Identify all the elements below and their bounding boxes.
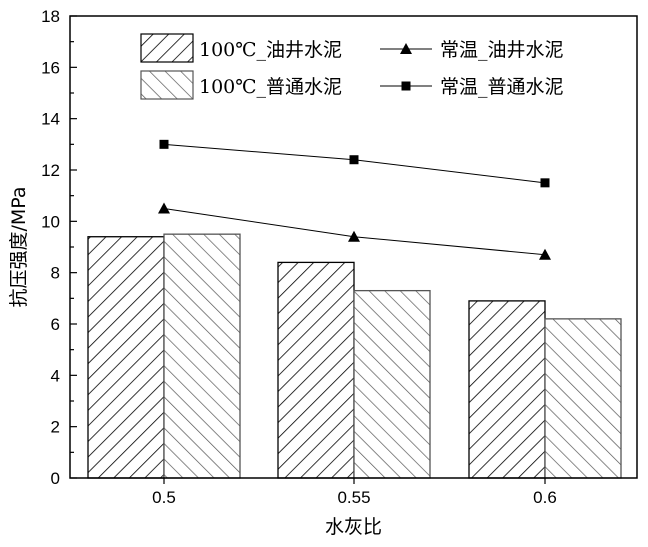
x-axis-label: 水灰比 [325,516,382,538]
y-tick-label: 16 [41,58,60,77]
legend-label-bar-1: 100℃_油井水泥 [199,39,342,61]
legend-label-bar-2: 100℃_普通水泥 [199,76,342,98]
point-square-0.55 [349,155,359,165]
x-tick-label: 0.55 [337,488,370,507]
bar-2-0.6 [544,318,622,479]
y-tick-label: 10 [41,212,60,231]
x-axis: 0.5 0.55 0.6 [152,478,557,507]
y-tick-label: 6 [51,315,60,334]
y-tick-label: 0 [51,469,60,488]
legend-label-line-1: 常温_油井水泥 [440,39,564,61]
y-tick-label: 18 [41,7,60,26]
bar-1-0.5 [87,236,165,479]
point-square-0.6 [540,178,550,188]
legend-marker-square [401,81,411,91]
legend-label-line-2: 常温_普通水泥 [440,76,564,98]
bars-layer [87,233,622,479]
lines-layer [158,139,551,260]
y-tick-label: 12 [41,161,60,180]
point-triangle-0.55 [348,230,360,242]
x-tick-label: 0.5 [152,488,176,507]
point-triangle-0.5 [158,202,170,214]
point-triangle-0.6 [539,248,551,260]
x-tick-label: 0.6 [533,488,557,507]
legend-marker-triangle [400,43,412,54]
legend: 100℃_油井水泥 100℃_普通水泥 常温_油井水泥 常温_普通水泥 [140,33,564,100]
legend-swatch-bar-2 [140,70,194,100]
bar-2-0.55 [353,289,431,479]
y-axis-label: 抗压强度/MPa [8,186,30,307]
bar-1-0.55 [277,261,355,479]
bar-2-0.5 [163,233,241,479]
bar-1-0.6 [468,300,546,479]
y-tick-label: 4 [51,366,60,385]
legend-swatch-bar-1 [140,33,194,63]
y-tick-label: 8 [51,264,60,283]
y-axis: 0 2 4 6 8 10 12 14 16 18 [41,7,77,488]
y-tick-label: 14 [41,110,60,129]
point-square-0.5 [159,139,169,149]
y-tick-label: 2 [51,418,60,437]
